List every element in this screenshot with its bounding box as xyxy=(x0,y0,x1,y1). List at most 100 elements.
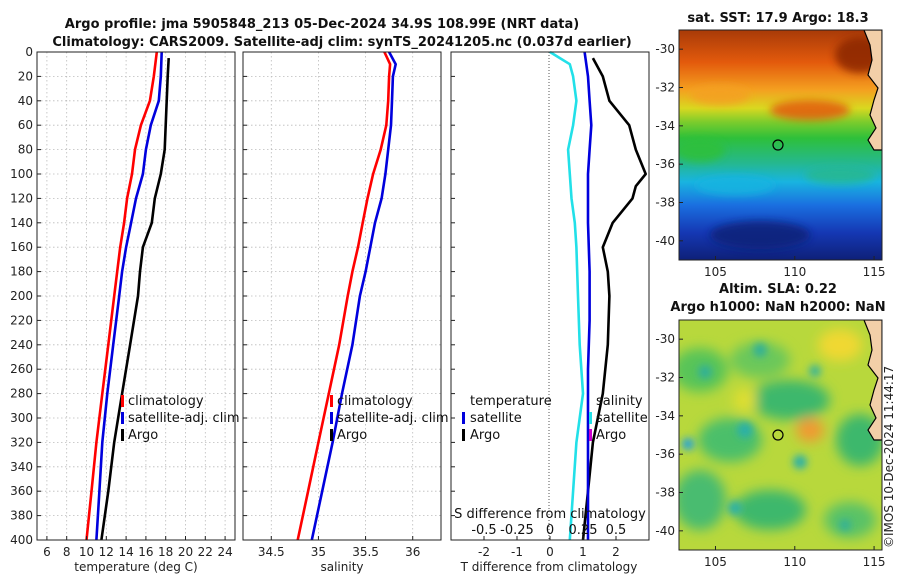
x-tick-label: 10 xyxy=(79,545,94,559)
top-tick-label: 0 xyxy=(546,523,554,538)
top-tick-label: 0.25 xyxy=(569,523,598,538)
x-tick-label: 1 xyxy=(579,545,587,559)
s-diff-xlabel: S difference from climatology xyxy=(454,507,646,522)
y-tick-label: 100 xyxy=(10,167,33,181)
title-line-1: Argo profile: jma 5905848_213 05-Dec-202… xyxy=(65,17,579,32)
legend-swatch-climatology xyxy=(330,395,333,407)
y-tick-label: 80 xyxy=(18,143,33,157)
map-y-tick-label: -32 xyxy=(655,371,675,385)
x-tick-label: 18 xyxy=(158,545,173,559)
legend-label-s-argo: Argo xyxy=(596,428,626,443)
series-line-satellite-adj-clim xyxy=(95,51,163,541)
x-tick-label: 22 xyxy=(198,545,213,559)
x-tick-label: 36 xyxy=(405,545,420,559)
legend-swatch-t-argo xyxy=(462,429,465,441)
map-y-tick-label: -30 xyxy=(655,332,675,346)
map-y-tick-label: -34 xyxy=(655,119,675,133)
sla-map-title-2: Argo h1000: NaN h2000: NaN xyxy=(670,300,885,315)
y-tick-label: 140 xyxy=(10,216,33,230)
legend-swatch-satellite xyxy=(330,412,333,424)
series-line-s-satellite xyxy=(583,51,593,540)
sla-map-frame xyxy=(678,319,883,551)
legend-label-argo: Argo xyxy=(128,428,158,443)
legend-label-t-satellite: satellite xyxy=(470,411,522,426)
y-tick-label: 360 xyxy=(10,484,33,498)
sla-texture xyxy=(679,329,882,538)
x-tick-label: 35 xyxy=(311,545,326,559)
legend-label-t-argo: Argo xyxy=(470,428,500,443)
x-tick-label: 2 xyxy=(612,545,620,559)
map-y-tick-label: -40 xyxy=(655,234,675,248)
sla-argo-marker xyxy=(772,429,784,441)
x-tick-label: 14 xyxy=(118,545,133,559)
y-tick-label: 340 xyxy=(10,460,33,474)
map-x-tick-label: 110 xyxy=(783,555,806,569)
x-tick-label: 12 xyxy=(99,545,114,559)
x-tick-label: -2 xyxy=(478,545,490,559)
map-y-tick-label: -30 xyxy=(655,42,675,56)
sst-argo-marker xyxy=(772,139,784,151)
legend-swatch-s-satellite xyxy=(589,412,592,424)
series-line-t-argo xyxy=(581,57,648,541)
series-line-climatology xyxy=(85,51,159,541)
temperature-xlabel: temperature (deg C) xyxy=(74,560,197,574)
map-x-tick-label: 115 xyxy=(863,265,886,279)
t-diff-xlabel: T difference from climatology xyxy=(460,560,638,574)
legend-label-s-satellite: satellite xyxy=(596,411,648,426)
y-tick-label: 320 xyxy=(10,435,33,449)
legend-label-argo: Argo xyxy=(337,428,367,443)
y-tick-label: 160 xyxy=(10,240,33,254)
map-x-tick-label: 105 xyxy=(704,265,727,279)
salinity-xlabel: salinity xyxy=(320,560,363,574)
series-line-satellite-adj-clim xyxy=(310,51,398,541)
legend-swatch-satellite xyxy=(121,412,124,424)
legend-swatch-argo xyxy=(121,429,124,441)
y-tick-label: 40 xyxy=(18,94,33,108)
map-x-tick-label: 115 xyxy=(863,555,886,569)
salinity-panel: 34.5 35 35.5 36 salinity climatology satell… xyxy=(242,51,449,574)
imos-credit: ©IMOS 10-Dec-2024 11:44:17 xyxy=(882,366,896,548)
title-line-2: Climatology: CARS2009. Satellite-adj cli… xyxy=(52,35,631,50)
y-tick-label: 220 xyxy=(10,313,33,327)
y-tick-label: 0 xyxy=(25,45,33,59)
sst-texture xyxy=(679,37,882,249)
salinity-axes-frame xyxy=(242,51,442,541)
sla-map: Altim. SLA: 0.22 Argo h1000: NaN h2000: … xyxy=(655,282,885,569)
temperature-legend: climatology satellite-adj. clim Argo xyxy=(121,394,240,443)
map-y-tick-label: -36 xyxy=(655,447,675,461)
y-tick-label: 280 xyxy=(10,387,33,401)
sst-map-title: sat. SST: 17.9 Argo: 18.3 xyxy=(687,11,868,26)
y-tick-label: 180 xyxy=(10,265,33,279)
top-tick-label: 0.5 xyxy=(606,523,627,538)
legend-swatch-t-satellite xyxy=(462,412,465,424)
x-tick-label: 24 xyxy=(217,545,232,559)
map-x-tick-label: 110 xyxy=(783,265,806,279)
x-tick-label: 35.5 xyxy=(352,545,379,559)
x-tick-label: 8 xyxy=(63,545,71,559)
map-x-tick-label: 105 xyxy=(704,555,727,569)
map-y-tick-label: -32 xyxy=(655,81,675,95)
y-tick-label: 20 xyxy=(18,69,33,83)
sst-map: sat. SST: 17.9 Argo: 18.3 105 110 115 -30 -3… xyxy=(655,11,885,279)
y-tick-label: 200 xyxy=(10,289,33,303)
map-y-tick-label: -36 xyxy=(655,157,675,171)
series-line-t-satellite xyxy=(549,50,585,541)
x-tick-label: 34.5 xyxy=(258,545,285,559)
y-tick-label: 240 xyxy=(10,338,33,352)
top-tick-label: -0.5 xyxy=(471,523,496,538)
top-tick-label: -0.25 xyxy=(500,523,534,538)
sst-coastline xyxy=(863,30,882,151)
legend-label-satellite: satellite-adj. clim xyxy=(128,411,240,426)
x-tick-label: 0 xyxy=(546,545,554,559)
y-tick-label: 60 xyxy=(18,118,33,132)
difference-axes-frame xyxy=(450,51,650,541)
sla-map-title-1: Altim. SLA: 0.22 xyxy=(719,282,837,297)
series-line-climatology xyxy=(296,51,392,541)
x-tick-label: 16 xyxy=(138,545,153,559)
legend-swatch-s-argo xyxy=(589,429,592,441)
sla-eddies xyxy=(682,343,851,531)
legend-title-salinity: salinity xyxy=(596,394,643,409)
series-line-argo xyxy=(100,58,170,541)
x-tick-label: -1 xyxy=(511,545,523,559)
